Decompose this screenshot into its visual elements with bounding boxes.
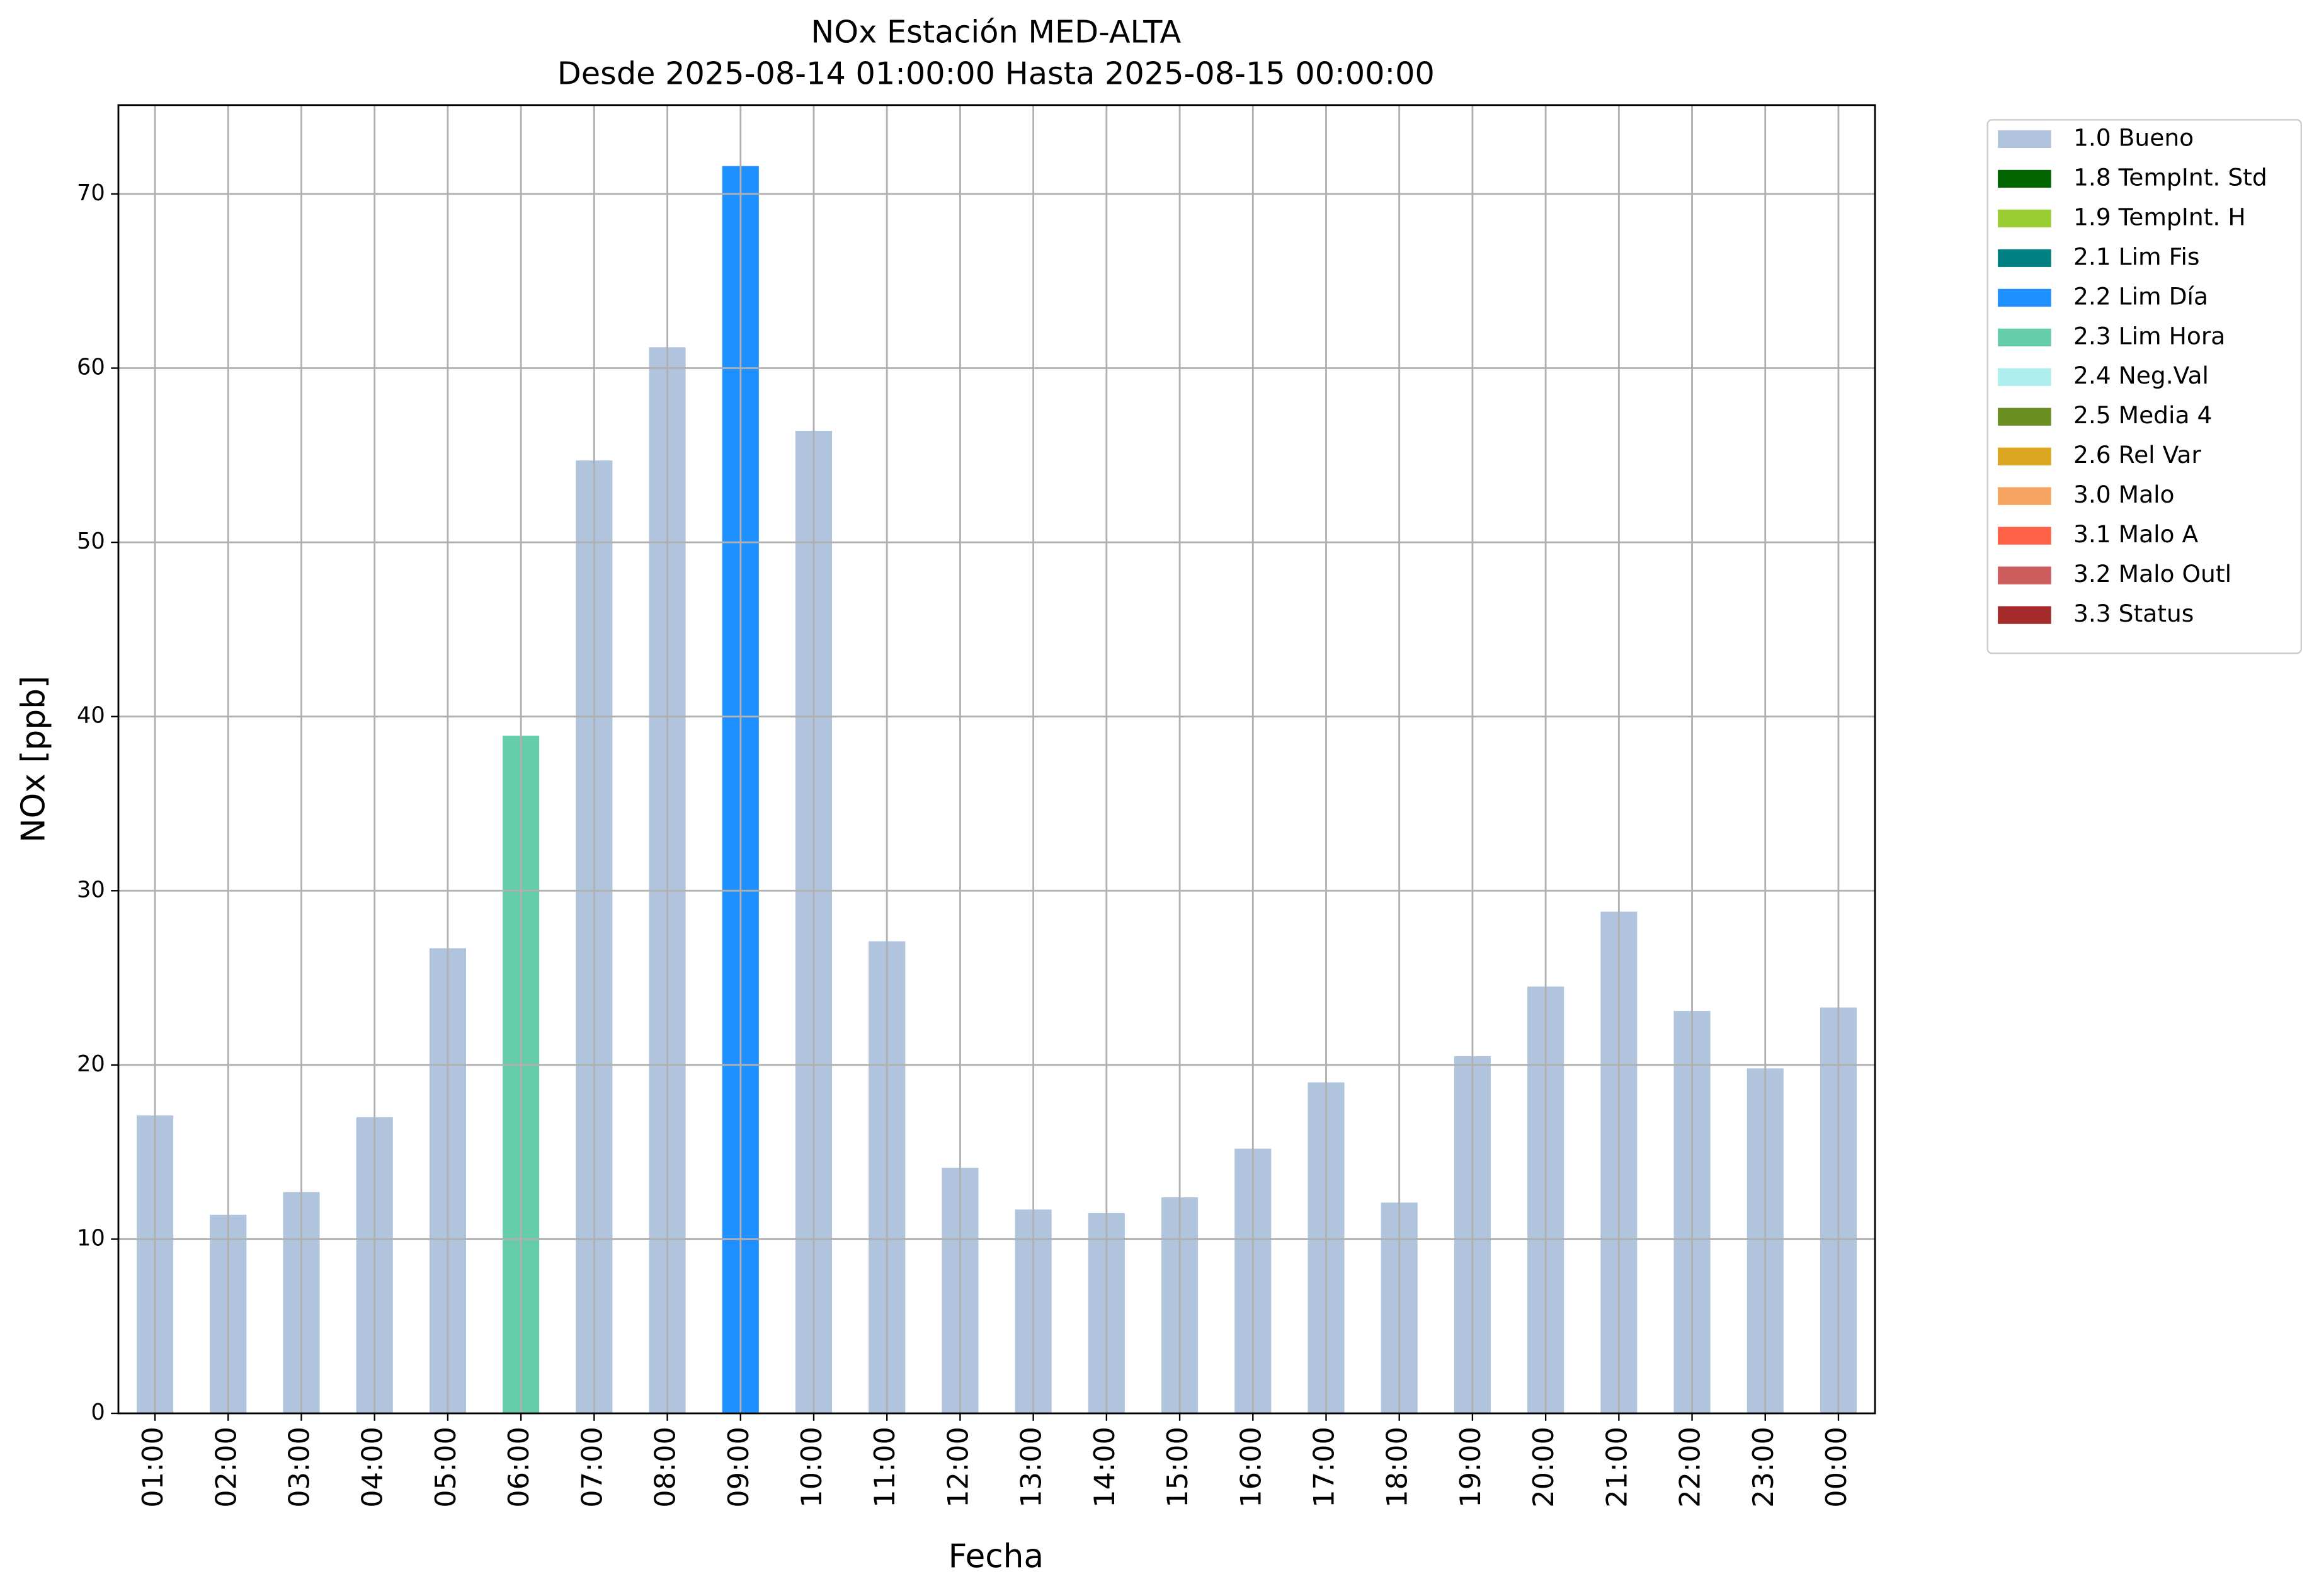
y-tick-label: 20	[77, 1051, 105, 1077]
legend-label: 1.9 TempInt. H	[2073, 203, 2246, 231]
legend-label: 3.3 Status	[2073, 600, 2194, 627]
x-tick-label: 04:00	[356, 1427, 389, 1508]
y-tick-label: 70	[77, 180, 105, 206]
x-tick-label: 18:00	[1381, 1427, 1414, 1508]
legend-label: 3.0 Malo	[2073, 481, 2175, 508]
legend-swatch	[1998, 249, 2051, 267]
legend-swatch	[1998, 169, 2051, 188]
legend-swatch	[1998, 487, 2051, 505]
legend-swatch	[1998, 408, 2051, 426]
x-tick-label: 10:00	[795, 1427, 828, 1508]
x-tick-label: 20:00	[1527, 1427, 1560, 1508]
legend-label: 2.4 Neg.Val	[2073, 362, 2209, 389]
legend-swatch	[1998, 288, 2051, 307]
x-tick-label: 12:00	[942, 1427, 974, 1508]
y-tick-label: 30	[77, 877, 105, 903]
x-tick-label: 06:00	[503, 1427, 535, 1508]
y-tick-label: 10	[77, 1225, 105, 1251]
x-tick-label: 02:00	[210, 1427, 242, 1508]
y-axis-label: NOx [ppb]	[14, 676, 52, 843]
x-tick-label: 23:00	[1747, 1427, 1780, 1508]
legend-swatch	[1998, 566, 2051, 584]
x-tick-label: 01:00	[137, 1427, 169, 1508]
x-tick-label: 16:00	[1234, 1427, 1267, 1508]
legend-swatch	[1998, 368, 2051, 386]
x-tick-label: 03:00	[283, 1427, 316, 1508]
x-tick-label: 19:00	[1454, 1427, 1487, 1508]
x-axis-label: Fecha	[949, 1537, 1044, 1575]
legend-label: 1.0 Bueno	[2073, 123, 2194, 151]
chart-subtitle: Desde 2025-08-14 01:00:00 Hasta 2025-08-…	[557, 55, 1435, 91]
x-tick-label: 22:00	[1674, 1427, 1707, 1508]
y-tick-label: 50	[77, 528, 105, 554]
legend-swatch	[1998, 209, 2051, 227]
legend-box	[1986, 119, 2302, 654]
legend-label: 3.2 Malo Outl	[2073, 560, 2231, 588]
legend-swatch	[1998, 527, 2051, 545]
x-tick-label: 21:00	[1600, 1427, 1633, 1508]
legend-label: 2.6 Rel Var	[2073, 441, 2201, 469]
legend-label: 2.5 Media 4	[2073, 401, 2212, 429]
x-tick-label: 15:00	[1161, 1427, 1194, 1508]
legend-label: 2.2 Lim Día	[2073, 282, 2208, 310]
x-tick-label: 11:00	[869, 1427, 901, 1508]
x-tick-label: 00:00	[1820, 1427, 1853, 1508]
x-tick-label: 14:00	[1088, 1427, 1121, 1508]
legend-swatch	[1998, 328, 2051, 346]
x-tick-label: 13:00	[1015, 1427, 1048, 1508]
y-tick-label: 0	[91, 1399, 105, 1425]
x-tick-label: 07:00	[576, 1427, 608, 1508]
y-tick-label: 60	[77, 355, 105, 380]
x-tick-label: 08:00	[649, 1427, 682, 1508]
legend-label: 2.3 Lim Hora	[2073, 322, 2225, 350]
plot-frame	[117, 104, 1876, 1415]
legend-label: 2.1 Lim Fis	[2073, 242, 2200, 270]
x-tick-label: 17:00	[1308, 1427, 1340, 1508]
legend-swatch	[1998, 606, 2051, 624]
legend-label: 3.1 Malo A	[2073, 520, 2199, 548]
legend-swatch	[1998, 447, 2051, 465]
legend-label: 1.8 TempInt. Std	[2073, 163, 2267, 191]
y-tick-label: 40	[77, 703, 105, 729]
x-tick-label: 05:00	[430, 1427, 462, 1508]
legend-swatch	[1998, 130, 2051, 149]
x-tick-label: 09:00	[722, 1427, 755, 1508]
chart-title: NOx Estación MED-ALTA	[811, 14, 1181, 50]
